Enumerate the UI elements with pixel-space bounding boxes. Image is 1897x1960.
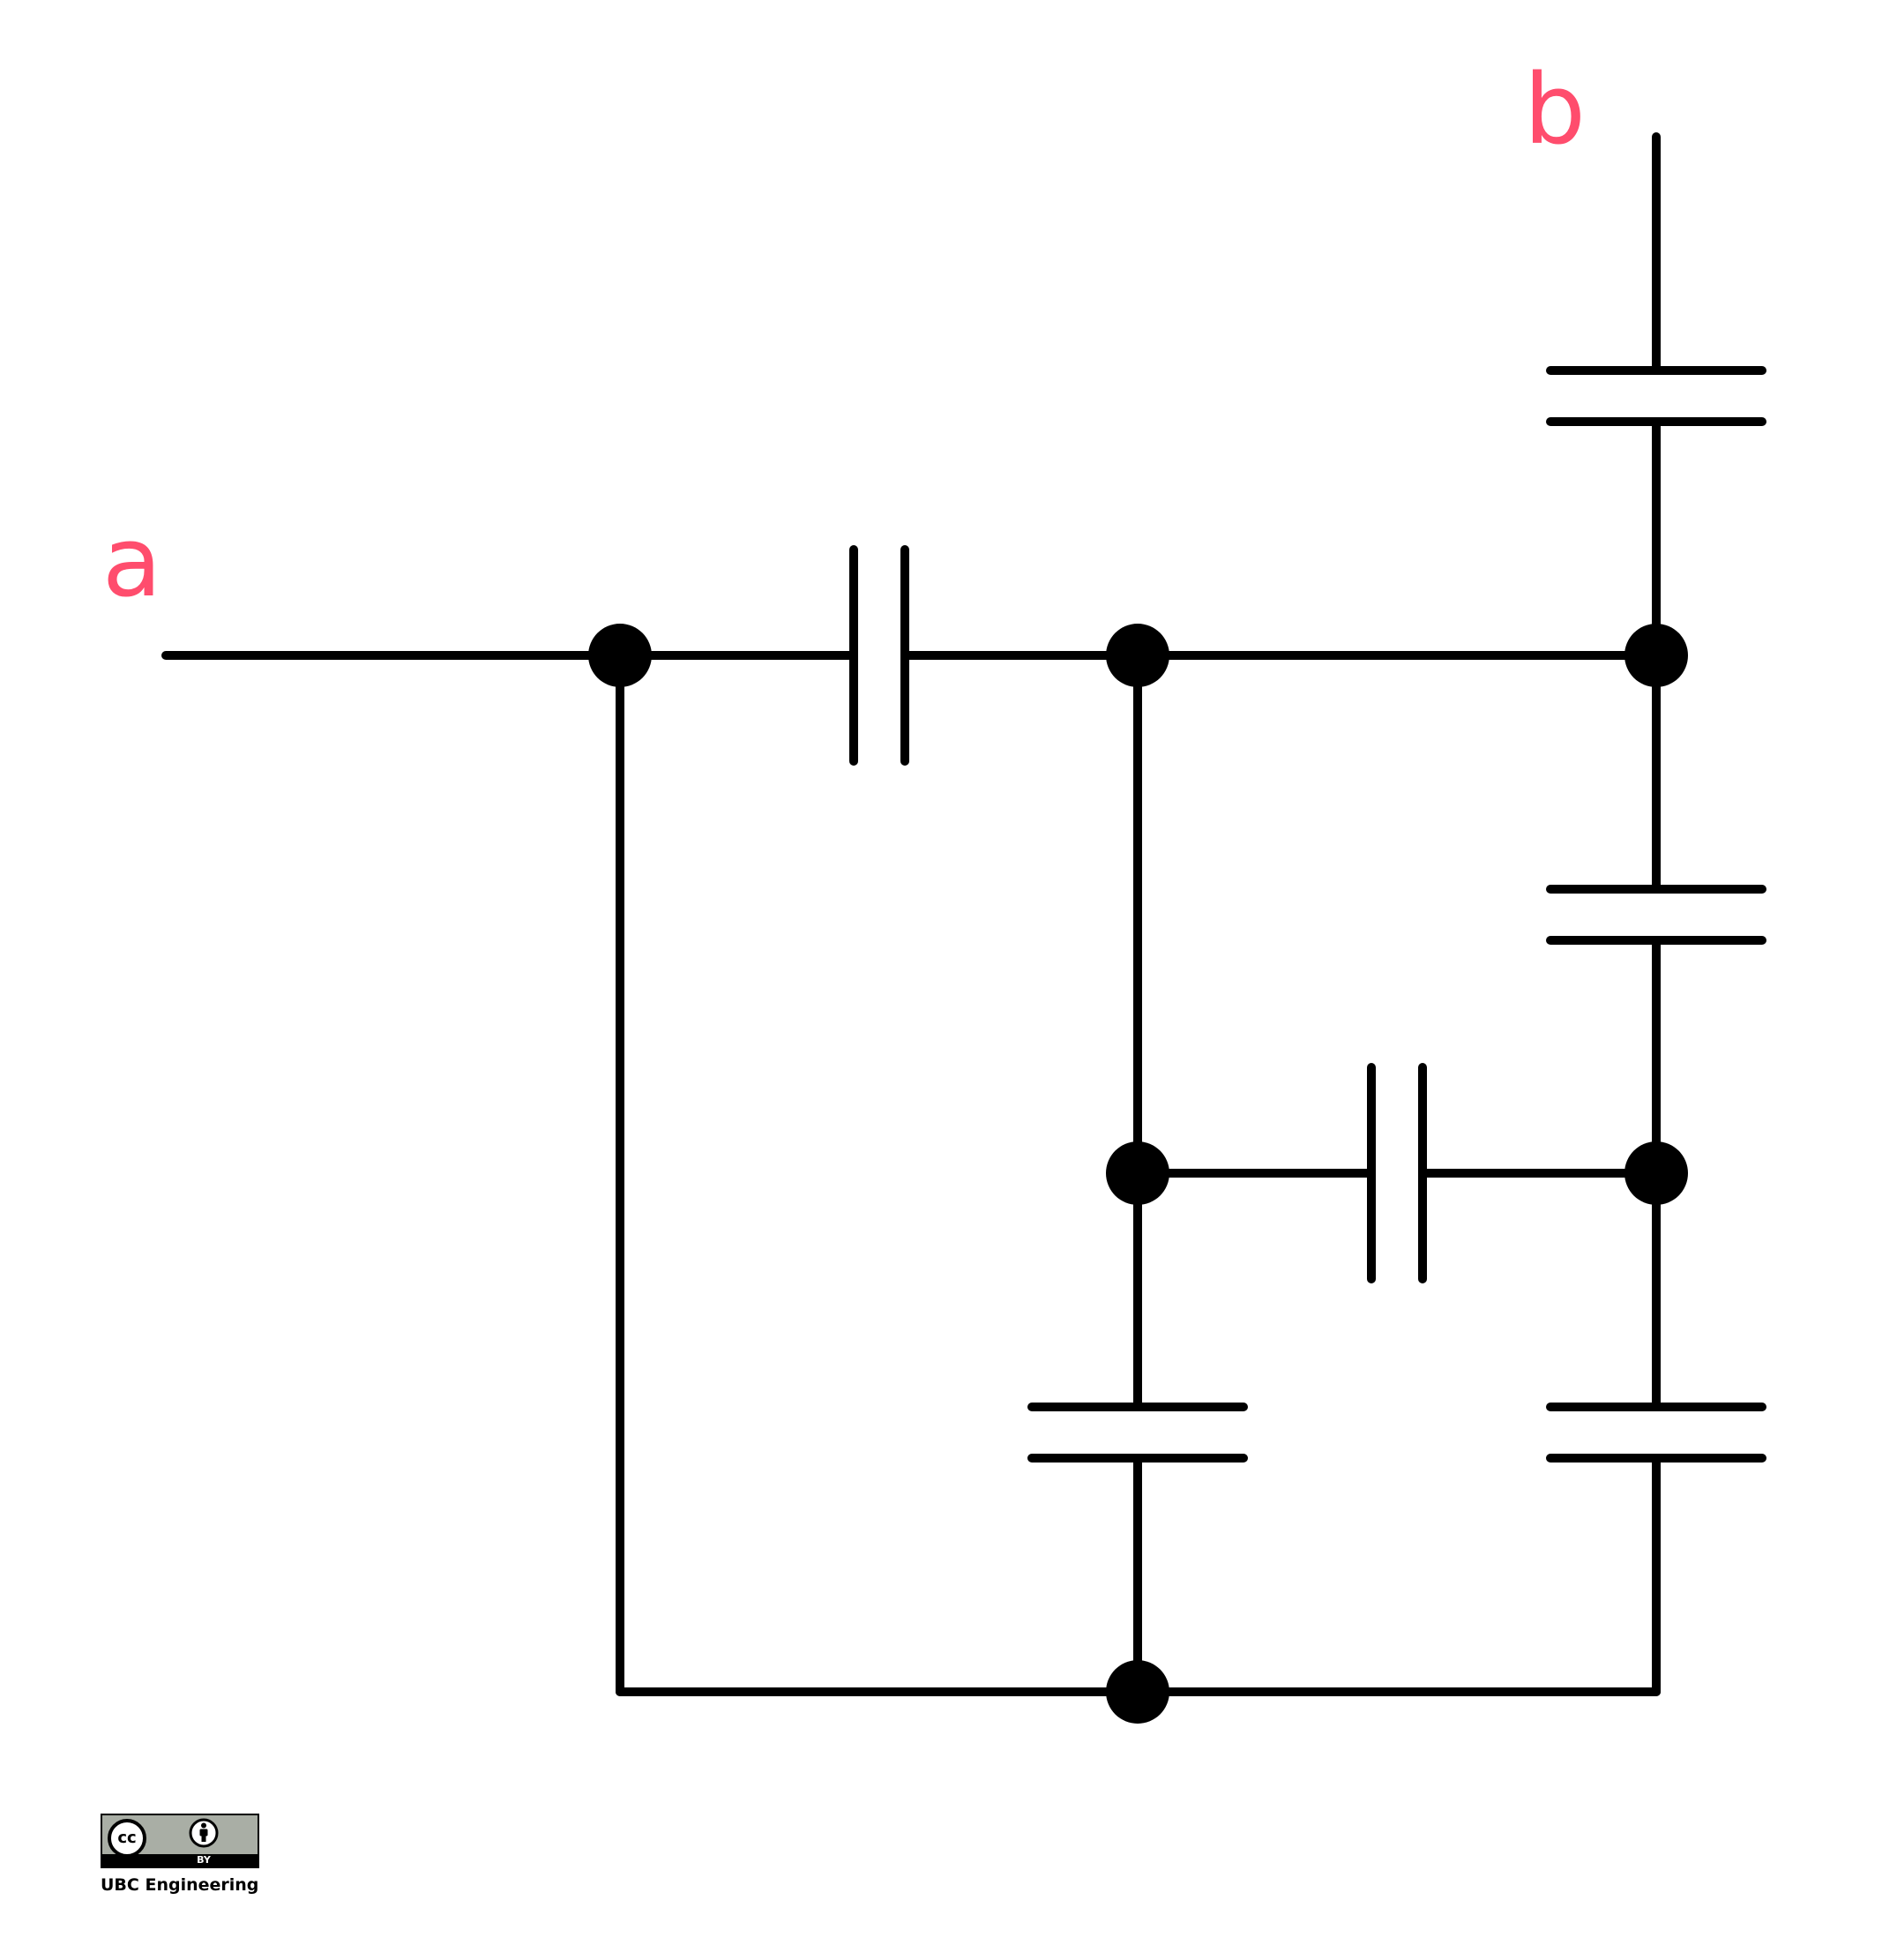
license-block: cc BY UBC Engineering <box>101 1814 263 1895</box>
terminal-a-label: a <box>102 505 161 618</box>
cc-symbol: cc <box>108 1819 146 1858</box>
attribution-person-icon <box>189 1818 219 1848</box>
credit-text: UBC Engineering <box>101 1875 259 1895</box>
terminal-b-label: b <box>1524 53 1586 166</box>
junction-node <box>1106 1141 1169 1205</box>
by-label: BY <box>197 1854 211 1866</box>
junction-node <box>1106 624 1169 687</box>
badge-bar <box>102 1854 258 1866</box>
junction-node <box>1624 1141 1688 1205</box>
creative-commons-by-icon: cc BY <box>101 1814 259 1868</box>
junction-node <box>1106 1660 1169 1724</box>
junction-node <box>588 624 652 687</box>
junction-node <box>1624 624 1688 687</box>
